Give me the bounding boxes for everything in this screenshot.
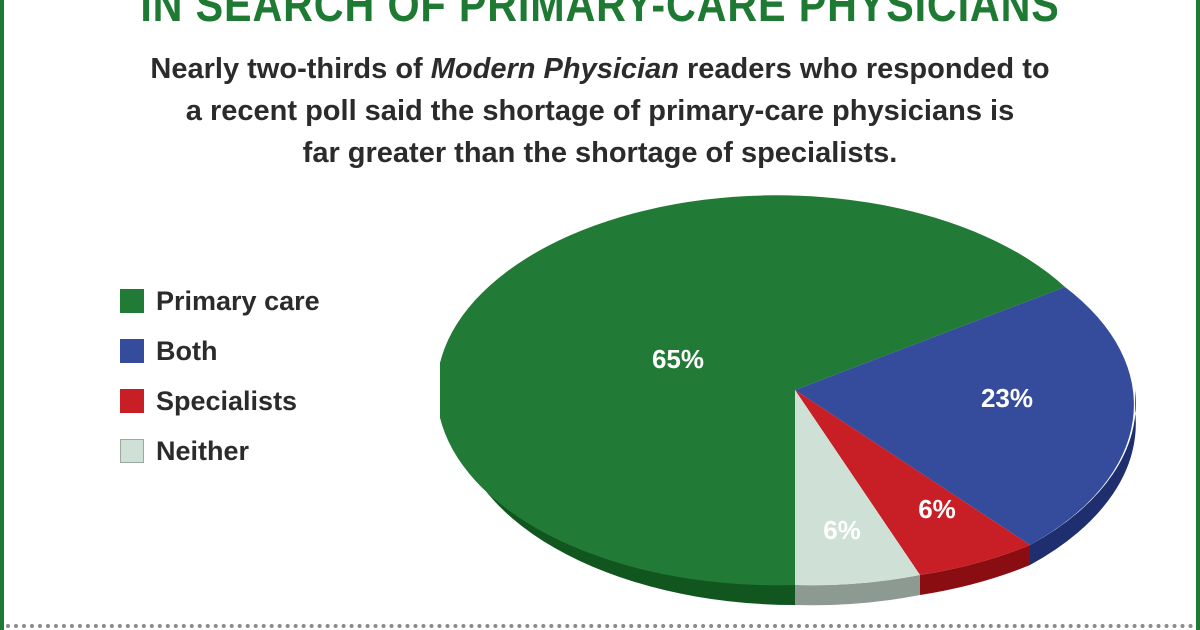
legend: Primary care Both Specialists Neither — [120, 276, 320, 476]
pie-slice-neither — [795, 390, 920, 586]
pie-slice-specialists — [795, 390, 1030, 575]
subtitle-line-2: a recent poll said the shortage of prima… — [185, 95, 1015, 127]
chart-title: IN SEARCH OF PRIMARY-CARE PHYSICIANS — [140, 0, 1060, 32]
subtitle-line-3: far greater than the shortage of special… — [302, 137, 898, 169]
legend-item-neither: Neither — [120, 426, 320, 476]
label-both: 23% — [981, 383, 1033, 413]
pie-side-neither — [795, 575, 920, 606]
legend-swatch-neither — [120, 439, 144, 463]
legend-swatch-primary-care — [120, 289, 144, 313]
label-primary-care: 65% — [652, 344, 704, 374]
pie-side-both — [1030, 390, 1136, 565]
legend-swatch-specialists — [120, 389, 144, 413]
label-neither: 6% — [823, 515, 861, 545]
legend-item-specialists: Specialists — [120, 376, 320, 426]
pie-slice-both — [795, 287, 1134, 545]
legend-swatch-both — [120, 339, 144, 363]
pie-side-specialists — [920, 545, 1030, 595]
subtitle-line-1: Nearly two-thirds of Modern Physician re… — [150, 53, 1050, 85]
publication-name: Modern Physician — [430, 53, 679, 85]
label-specialists: 6% — [918, 494, 956, 524]
legend-item-both: Both — [120, 326, 320, 376]
chart-subtitle: Nearly two-thirds of Modern Physician re… — [0, 48, 1200, 174]
pie-chart: 65% 23% 6% 6% — [440, 195, 1136, 606]
legend-item-primary-care: Primary care — [120, 276, 320, 326]
pie-slice-primary-care — [440, 195, 1065, 586]
bottom-dotted-divider — [6, 624, 1194, 628]
